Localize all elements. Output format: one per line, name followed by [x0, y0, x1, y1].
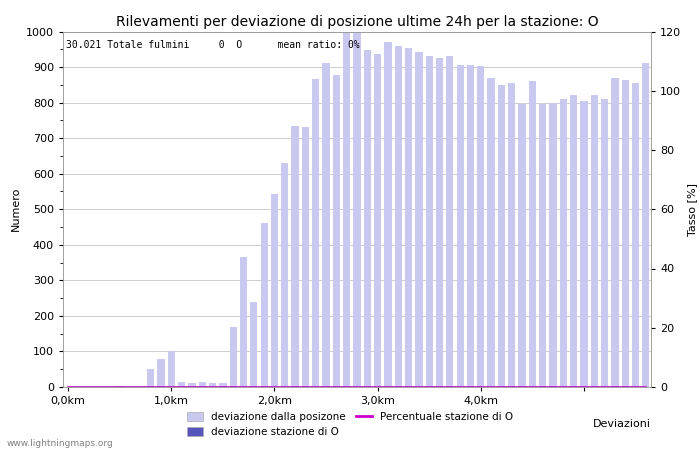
Bar: [323, 63, 330, 387]
Text: 30.021 Totale fulmini     0  O      mean ratio: 0%: 30.021 Totale fulmini 0 O mean ratio: 0%: [66, 40, 360, 50]
Bar: [271, 194, 278, 387]
Bar: [560, 99, 567, 387]
Title: Rilevamenti per deviazione di posizione ultime 24h per la stazione: O: Rilevamenti per deviazione di posizione …: [116, 15, 598, 29]
Bar: [642, 63, 650, 387]
Bar: [446, 56, 454, 387]
Text: Deviazioni: Deviazioni: [593, 419, 651, 429]
Bar: [312, 80, 319, 387]
Bar: [436, 58, 443, 387]
Bar: [188, 383, 195, 387]
Bar: [291, 126, 299, 387]
Bar: [250, 302, 258, 387]
Bar: [539, 104, 546, 387]
Bar: [580, 101, 587, 387]
Bar: [456, 65, 464, 387]
Bar: [219, 383, 227, 387]
Bar: [550, 103, 556, 387]
Bar: [591, 95, 598, 387]
Bar: [178, 382, 186, 387]
Bar: [528, 81, 536, 387]
Bar: [508, 83, 515, 387]
Text: www.lightningmaps.org: www.lightningmaps.org: [7, 439, 113, 448]
Bar: [343, 33, 350, 387]
Bar: [622, 80, 629, 387]
Bar: [281, 163, 288, 387]
Bar: [240, 257, 247, 387]
Bar: [467, 65, 474, 387]
Bar: [477, 66, 484, 387]
Bar: [354, 32, 360, 387]
Bar: [199, 382, 206, 387]
Bar: [395, 46, 402, 387]
Bar: [364, 50, 371, 387]
Bar: [570, 95, 578, 387]
Bar: [611, 78, 619, 387]
Bar: [487, 78, 495, 387]
Bar: [116, 386, 123, 387]
Bar: [519, 104, 526, 387]
Legend: deviazione dalla posizone, deviazione stazione di O, Percentuale stazione di O: deviazione dalla posizone, deviazione st…: [184, 409, 516, 440]
Bar: [426, 56, 433, 387]
Bar: [158, 359, 164, 387]
Bar: [601, 99, 608, 387]
Bar: [415, 52, 423, 387]
Bar: [374, 54, 382, 387]
Bar: [302, 127, 309, 387]
Bar: [498, 85, 505, 387]
Y-axis label: Tasso [%]: Tasso [%]: [687, 183, 696, 236]
Bar: [168, 351, 175, 387]
Bar: [260, 224, 268, 387]
Bar: [332, 75, 340, 387]
Y-axis label: Numero: Numero: [10, 187, 20, 231]
Bar: [384, 42, 391, 387]
Bar: [405, 48, 412, 387]
Bar: [632, 83, 639, 387]
Bar: [230, 327, 237, 387]
Bar: [209, 383, 216, 387]
Bar: [147, 369, 154, 387]
